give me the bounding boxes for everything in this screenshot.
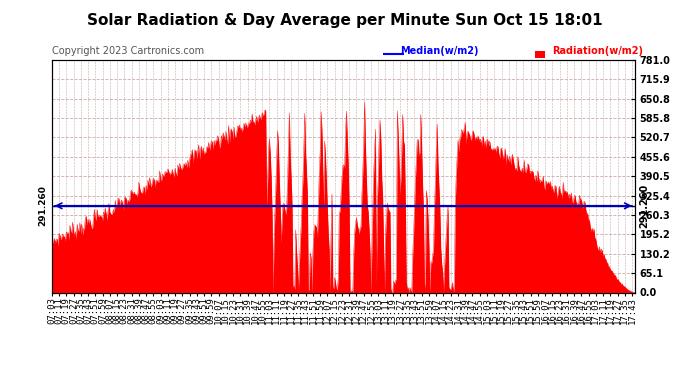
Text: Median(w/m2): Median(w/m2) <box>400 46 479 56</box>
Text: Radiation(w/m2): Radiation(w/m2) <box>552 46 643 56</box>
Text: Copyright 2023 Cartronics.com: Copyright 2023 Cartronics.com <box>52 46 204 56</box>
Text: Solar Radiation & Day Average per Minute Sun Oct 15 18:01: Solar Radiation & Day Average per Minute… <box>87 13 603 28</box>
